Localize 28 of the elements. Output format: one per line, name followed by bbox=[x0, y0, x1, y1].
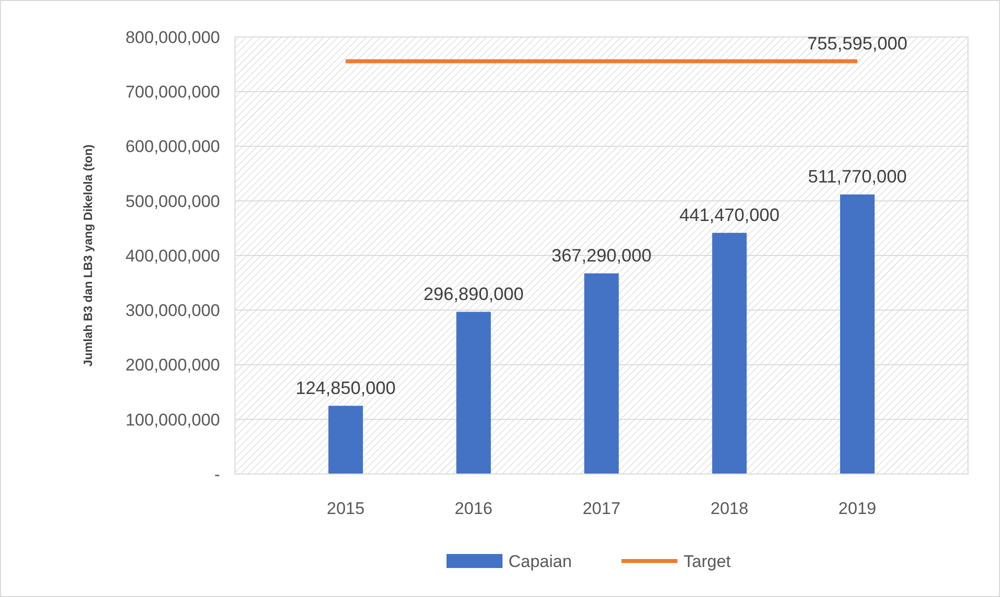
y-tick-label: 200,000,000 bbox=[125, 356, 220, 375]
x-tick-label: 2017 bbox=[582, 499, 620, 518]
x-tick-label: 2018 bbox=[710, 499, 748, 518]
x-tick-label: 2016 bbox=[454, 499, 492, 518]
bar bbox=[456, 312, 491, 474]
data-label: 441,470,000 bbox=[679, 204, 780, 225]
x-tick-label: 2015 bbox=[326, 499, 365, 518]
data-label: 124,850,000 bbox=[296, 378, 396, 398]
y-tick-label: 700,000,000 bbox=[125, 82, 220, 102]
y-tick-label: 300,000,000 bbox=[125, 301, 220, 320]
y-tick-label: 100,000,000 bbox=[125, 410, 220, 430]
y-tick-label: 800,000,000 bbox=[125, 28, 220, 47]
bar bbox=[584, 273, 619, 474]
x-tick-label: 2019 bbox=[838, 499, 876, 518]
data-label: 511,770,000 bbox=[808, 166, 907, 186]
data-label: 367,290,000 bbox=[551, 245, 652, 266]
data-label: 755,595,000 bbox=[807, 33, 908, 54]
y-tick-label: 500,000,000 bbox=[125, 192, 220, 211]
data-label: 296,890,000 bbox=[424, 284, 524, 304]
y-tick-label: 400,000,000 bbox=[125, 246, 220, 266]
y-tick-label: 600,000,000 bbox=[125, 137, 220, 156]
legend-label: Target bbox=[684, 552, 732, 571]
bar bbox=[712, 232, 747, 474]
legend-label: Capaian bbox=[508, 552, 572, 571]
y-tick-label: - bbox=[214, 464, 220, 484]
bar bbox=[840, 194, 875, 474]
y-axis-title: Jumlah B3 dan LB3 yang Dikelola (ton) bbox=[81, 144, 95, 367]
bar bbox=[328, 406, 363, 474]
